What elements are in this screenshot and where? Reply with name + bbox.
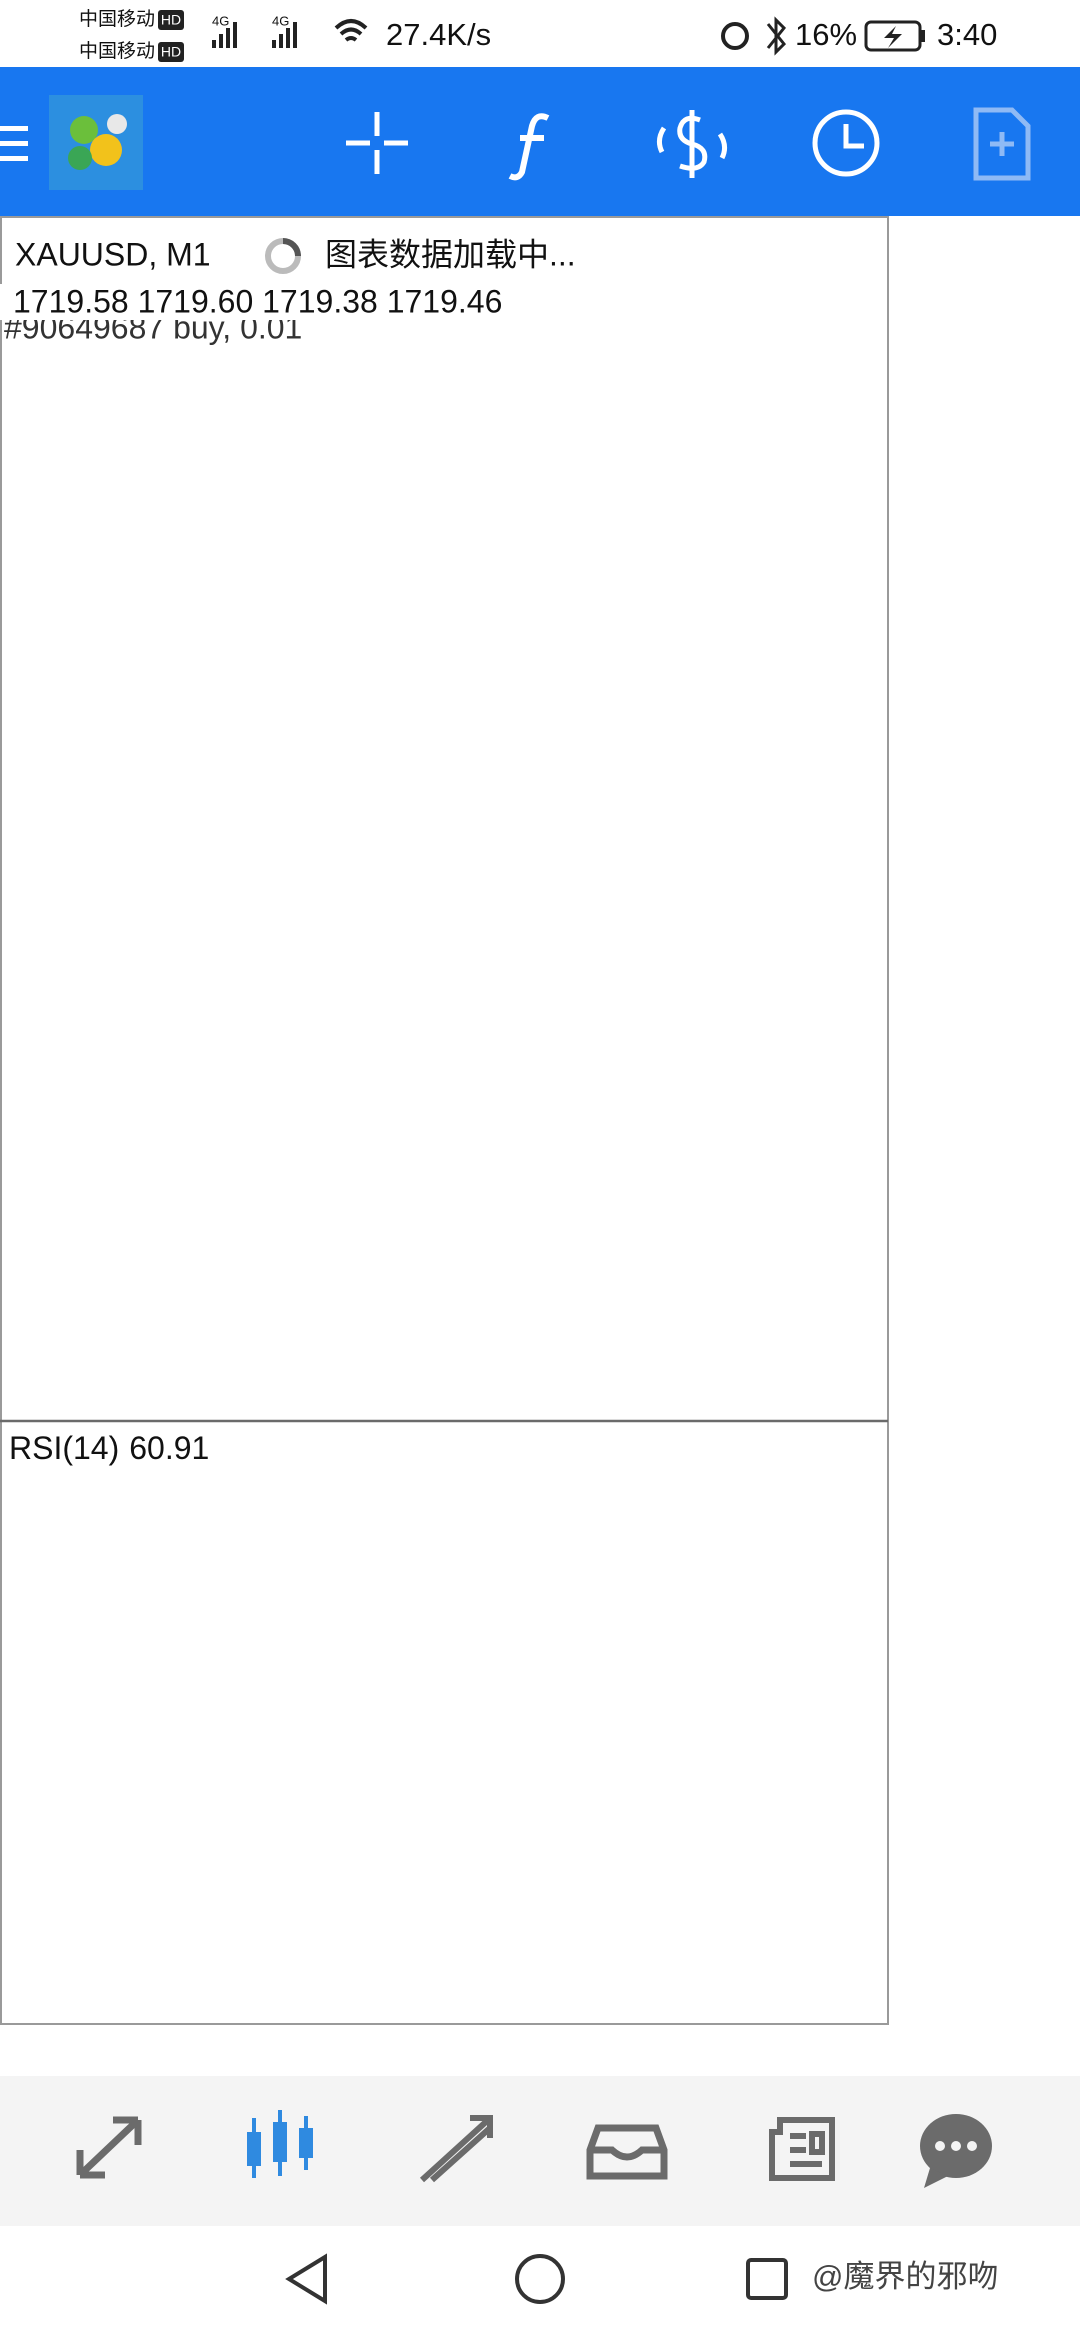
network-speed: 27.4K/s xyxy=(386,17,491,52)
hd-label: HD xyxy=(161,12,181,28)
home-button[interactable] xyxy=(515,2254,565,2304)
app-logo-part xyxy=(107,114,127,134)
history-button[interactable] xyxy=(812,109,880,177)
watermark: @魔界的邪吻 xyxy=(812,2259,998,2294)
app-logo-part xyxy=(68,146,92,170)
rsi-title: RSI(14) xyxy=(9,1430,119,1466)
loading-spinner-arc xyxy=(282,238,301,257)
recents-button[interactable] xyxy=(746,2258,788,2300)
charging-icon xyxy=(884,26,902,48)
quotes-tab[interactable] xyxy=(76,2116,142,2179)
nav-bar xyxy=(0,2226,1080,2340)
ohlc-values: 1719.58 1719.60 1719.38 1719.46 xyxy=(13,283,502,319)
chart-title: XAUUSD, M1 xyxy=(15,236,211,272)
network-type: 4G xyxy=(212,13,229,28)
back-button[interactable] xyxy=(285,2253,327,2305)
carrier: 中国移动 xyxy=(79,8,155,30)
history-tab[interactable] xyxy=(586,2124,668,2180)
rsi-header: RSI(14) 60.91 xyxy=(9,1430,209,1466)
signal-icon xyxy=(272,22,297,48)
toolbar xyxy=(0,67,1080,216)
app-logo-part xyxy=(70,116,98,144)
battery-level: 16% xyxy=(795,17,857,52)
wifi-icon xyxy=(334,19,368,42)
tab-bar xyxy=(0,2076,1080,2226)
battery-tip xyxy=(921,30,925,42)
menu-button[interactable] xyxy=(0,126,28,161)
bluetooth-icon xyxy=(766,16,787,56)
chart-tab[interactable] xyxy=(247,2110,313,2178)
trade-tab[interactable] xyxy=(419,2115,493,2183)
crosshair-button[interactable] xyxy=(346,112,408,174)
hd-badge xyxy=(158,42,184,62)
messages-tab[interactable] xyxy=(920,2114,992,2188)
app-logo-part xyxy=(90,134,122,166)
loading-text: 图表数据加载中... xyxy=(325,236,576,272)
carrier: 中国移动 xyxy=(79,40,155,62)
chart-area xyxy=(0,216,888,2024)
hd-badge xyxy=(158,10,184,30)
battery-icon xyxy=(864,20,922,52)
clock: 3:40 xyxy=(937,17,997,52)
new-order-button[interactable] xyxy=(973,107,1031,181)
trade-button[interactable] xyxy=(656,110,728,178)
news-tab[interactable] xyxy=(769,2117,835,2181)
ohlc-background xyxy=(0,284,620,320)
indicators-button[interactable] xyxy=(508,113,550,181)
rsi-value: 60.91 xyxy=(129,1430,209,1466)
chart-border xyxy=(0,216,889,2025)
hd-label: HD xyxy=(161,44,181,60)
alarm-icon xyxy=(721,22,749,50)
signal-icon xyxy=(212,22,237,48)
network-type: 4G xyxy=(272,13,289,28)
